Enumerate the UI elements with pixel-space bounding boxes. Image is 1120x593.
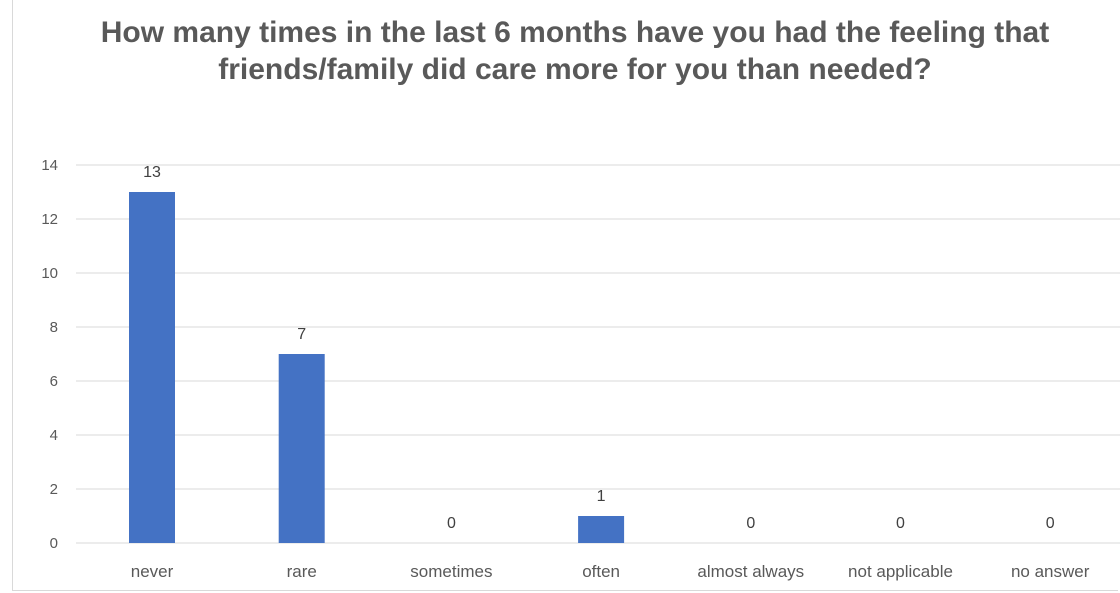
y-tick-label: 0 bbox=[50, 535, 58, 552]
y-tick-label: 2 bbox=[50, 481, 58, 498]
data-label: 7 bbox=[297, 326, 306, 343]
bar-rare bbox=[278, 354, 325, 543]
category-label: no answer bbox=[1011, 562, 1090, 581]
y-tick-label: 8 bbox=[50, 319, 58, 336]
category-label: almost always bbox=[697, 562, 804, 581]
category-label: not applicable bbox=[848, 562, 953, 581]
data-label: 0 bbox=[746, 515, 755, 532]
data-label: 0 bbox=[447, 515, 456, 532]
data-label: 0 bbox=[896, 515, 905, 532]
y-axis-ticks: 0 2 4 6 8 10 12 14 bbox=[41, 157, 58, 552]
y-tick-label: 12 bbox=[41, 211, 58, 228]
data-labels: 13 7 0 1 0 0 0 bbox=[143, 164, 1055, 532]
bar-never bbox=[129, 192, 175, 543]
data-label: 13 bbox=[143, 164, 161, 181]
y-tick-label: 4 bbox=[50, 427, 58, 444]
y-tick-label: 14 bbox=[41, 157, 58, 174]
bars bbox=[129, 192, 625, 543]
category-label: often bbox=[582, 562, 620, 581]
category-label: never bbox=[131, 562, 174, 581]
chart-title: How many times in the last 6 months have… bbox=[100, 16, 1050, 86]
y-tick-label: 10 bbox=[41, 265, 58, 282]
gridlines bbox=[76, 164, 1120, 544]
y-tick-label: 6 bbox=[50, 373, 58, 390]
category-label: sometimes bbox=[410, 562, 492, 581]
category-label: rare bbox=[287, 562, 317, 581]
bar-often bbox=[578, 516, 625, 543]
x-axis-categories: never rare sometimes often almost always not … bbox=[131, 562, 1090, 581]
chart-frame bbox=[12, 0, 1118, 591]
data-label: 0 bbox=[1046, 515, 1055, 532]
data-label: 1 bbox=[597, 488, 606, 505]
